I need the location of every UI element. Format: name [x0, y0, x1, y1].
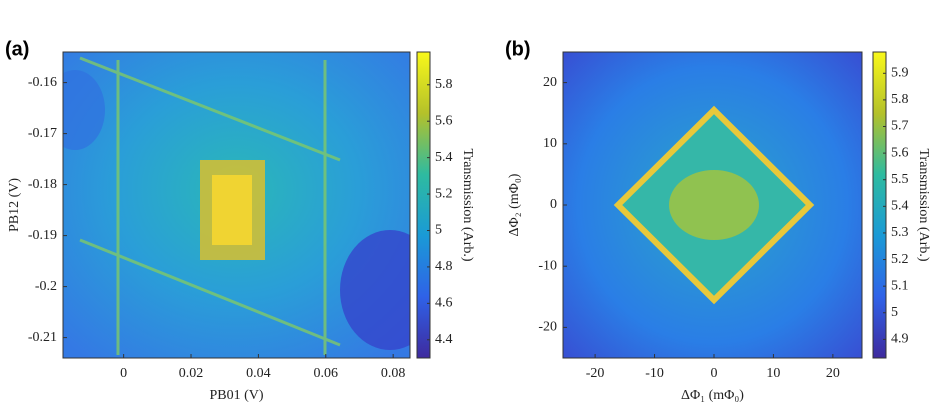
colorbar-frame: [416, 51, 431, 359]
x-axis-label: ΔΦ₁ (mΦ₀): [681, 388, 744, 403]
colorbar-tick-label: 4.4: [435, 332, 453, 347]
y-tick-label: -0.16: [28, 75, 57, 90]
colorbar-tick-label: 4.6: [435, 296, 453, 311]
y-tick-label: 20: [543, 75, 557, 90]
x-tick-label: -20: [586, 366, 605, 381]
x-axis-label: PB01 (V): [209, 388, 263, 403]
colorbar-tick-label: 5.8: [891, 92, 909, 107]
panel-label: (a): [5, 38, 29, 60]
panel-label: (b): [505, 38, 531, 60]
colorbar-tick-label: 5: [891, 305, 898, 320]
x-tick-label: 0.08: [381, 366, 406, 381]
x-tick-label: 0: [120, 366, 127, 381]
colorbar-tick-label: 5.1: [891, 278, 909, 293]
x-tick-label: 20: [826, 366, 840, 381]
colorbar-tick-label: 5.2: [891, 252, 909, 267]
y-tick-label: -10: [538, 258, 557, 273]
colorbar-frame: [872, 51, 887, 359]
y-tick-label: -0.18: [28, 177, 57, 192]
colorbar-tick-label: 5.3: [891, 225, 909, 240]
colorbar-tick-label: 4.8: [435, 259, 453, 274]
colorbar-tick-label: 5.8: [435, 77, 453, 92]
colorbar-tick-label: 5.5: [891, 172, 909, 187]
y-axis-label: PB12 (V): [7, 178, 22, 232]
colorbar-label: Transmission (Arb.): [460, 148, 475, 261]
colorbar: [417, 52, 430, 358]
colorbar-tick-label: 5: [435, 223, 442, 238]
y-tick-label: 0: [550, 197, 557, 212]
colorbar-tick-label: 5.4: [891, 199, 909, 214]
plot-frame: [62, 51, 411, 359]
y-axis-label: ΔΦ₂ (mΦ₀): [507, 173, 522, 236]
y-tick-label: -20: [538, 320, 557, 335]
x-tick-label: 0.06: [314, 366, 339, 381]
y-tick-label: -0.2: [35, 279, 57, 294]
x-tick-label: 0.04: [246, 366, 271, 381]
x-tick-label: 10: [766, 366, 780, 381]
y-tick-label: -0.19: [28, 228, 57, 243]
y-tick-label: -0.21: [28, 330, 57, 345]
colorbar-tick-label: 5.9: [891, 66, 909, 81]
x-tick-label: -10: [645, 366, 664, 381]
colorbar-tick-label: 4.9: [891, 332, 909, 347]
y-tick-label: 10: [543, 136, 557, 151]
colorbar-tick-label: 5.6: [435, 113, 453, 128]
heatmap-image: [63, 52, 410, 358]
colorbar-tick-label: 5.6: [891, 145, 909, 160]
colorbar-tick-label: 5.7: [891, 119, 909, 134]
heatmap-image: [563, 52, 862, 358]
x-tick-label: 0: [710, 366, 717, 381]
y-tick-label: -0.17: [28, 126, 57, 141]
colorbar: [873, 52, 886, 358]
colorbar-label: Transmission (Arb.): [916, 148, 931, 261]
colorbar-tick-label: 5.2: [435, 186, 453, 201]
colorbar-tick-label: 5.4: [435, 150, 453, 165]
x-tick-label: 0.02: [179, 366, 204, 381]
